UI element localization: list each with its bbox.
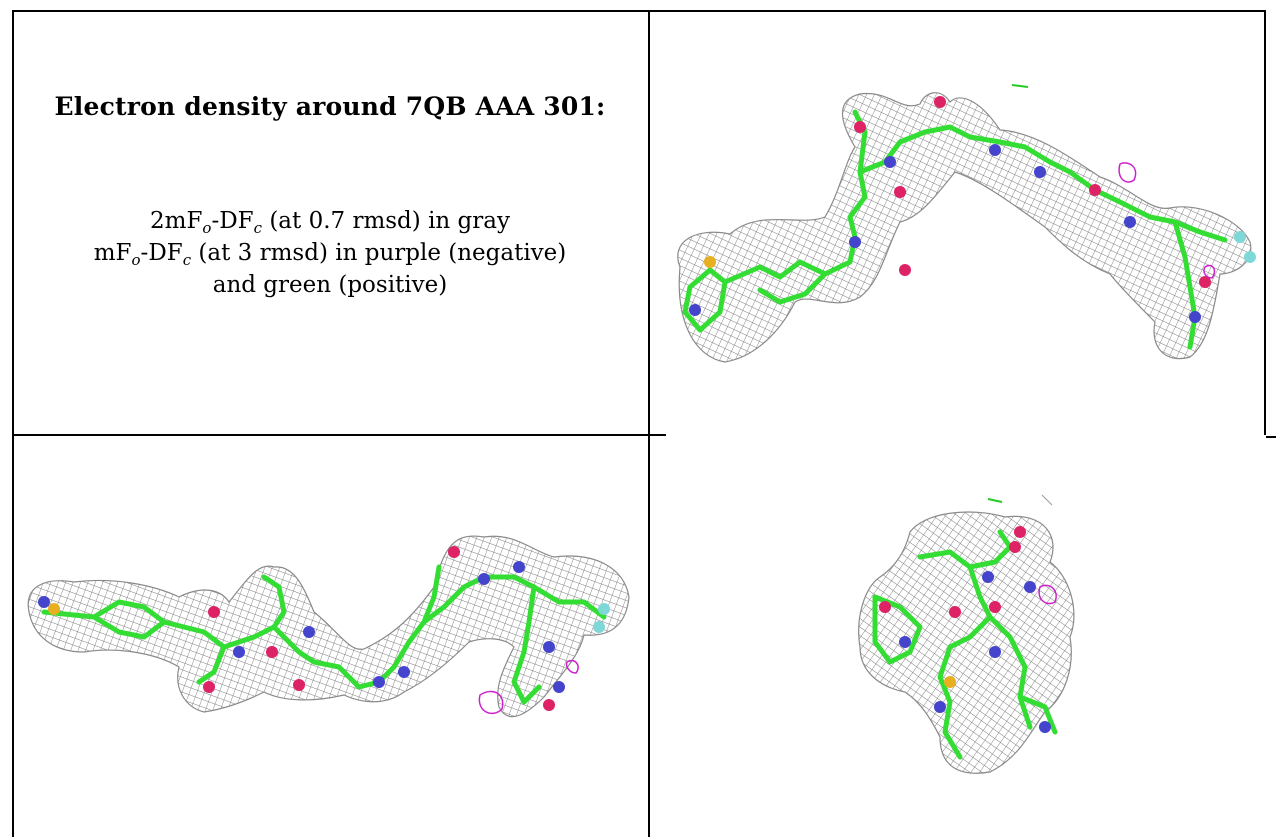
legend-line-gray: 2mFo-DFc (at 0.7 rmsd) in gray (150, 208, 510, 237)
density-image-bottom-left (27, 535, 630, 718)
ligand-sticks-top-right (682, 109, 1228, 350)
table-rule-top (12, 10, 1266, 12)
ligand-sticks-bottom-right (872, 529, 1058, 760)
legend-line-purple: mFo-DFc (at 3 rmsd) in purple (negative) (93, 240, 567, 269)
legend-line-green: and green (positive) (212, 272, 448, 298)
density-image-top-right (677, 84, 1256, 363)
table-rule-center-right (1266, 436, 1276, 438)
atoms-bottom-left (38, 546, 610, 711)
difference-density-bottom-right (987, 494, 1057, 605)
difference-density-top-right (1011, 84, 1216, 279)
mesh-gray-bottom-right (858, 511, 1075, 774)
density-panel-top-right (650, 12, 1264, 434)
figure-title: Electron density around 7QB AAA 301: (54, 92, 606, 121)
table-rule-center-left (12, 434, 630, 436)
atoms-bottom-right (879, 526, 1051, 733)
table-rule-left (12, 10, 14, 837)
density-panel-bottom-left (14, 437, 648, 837)
density-panel-bottom-right (650, 437, 1266, 837)
table-rule-middle (648, 10, 650, 837)
difference-density-bottom-left (478, 659, 579, 715)
table-rule-center-mid (630, 434, 666, 436)
density-image-bottom-right (858, 494, 1075, 774)
table-rule-right (1264, 10, 1266, 435)
caption-cell: Electron density around 7QB AAA 301: 2mF… (12, 0, 648, 425)
atoms-top-right (689, 96, 1256, 323)
legend-text: 2mFo-DFc (at 0.7 rmsd) in gray mFo-DFc (… (12, 205, 648, 301)
mesh-gray-top-right (677, 92, 1252, 363)
